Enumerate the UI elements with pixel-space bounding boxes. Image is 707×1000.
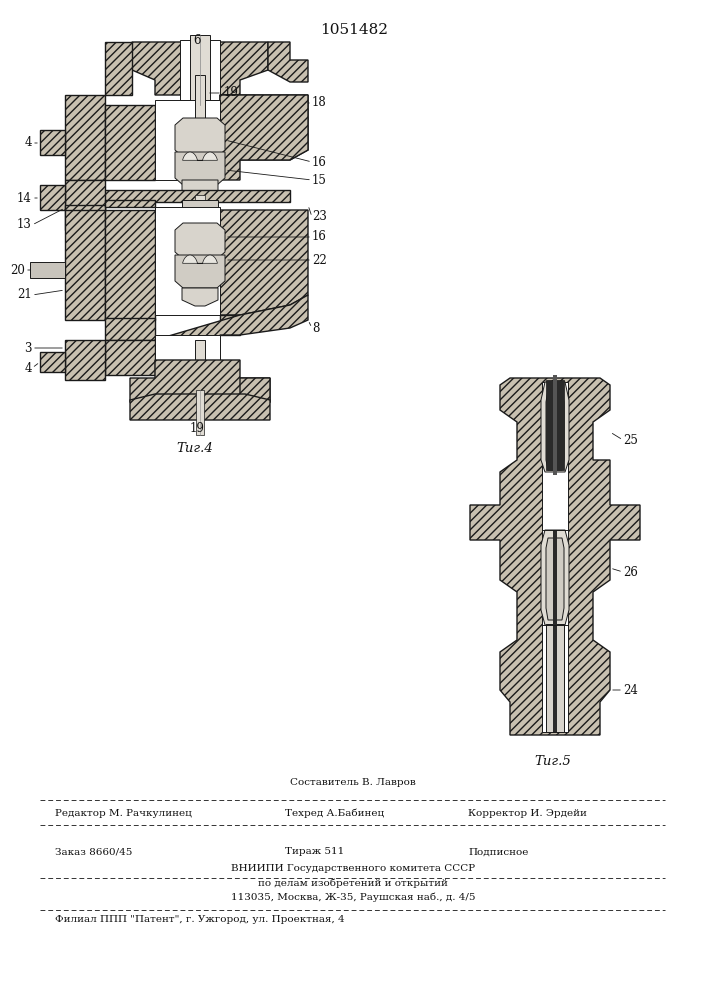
Text: 25: 25 [623, 434, 638, 446]
Bar [155, 335, 220, 375]
Polygon shape [65, 180, 105, 210]
Polygon shape [40, 352, 65, 372]
Polygon shape [130, 360, 270, 410]
Text: Редактор М. Рачкулинец: Редактор М. Рачкулинец [55, 808, 192, 818]
Polygon shape [182, 255, 218, 263]
Text: Корректор И. Эрдейи: Корректор И. Эрдейи [468, 808, 587, 818]
Polygon shape [40, 130, 65, 155]
Polygon shape [541, 382, 569, 472]
Polygon shape [175, 152, 225, 185]
Bar [190, 35, 210, 105]
Text: 24: 24 [623, 684, 638, 696]
Bar [553, 624, 557, 732]
Polygon shape [65, 95, 105, 180]
Text: 16: 16 [312, 231, 327, 243]
Polygon shape [541, 530, 569, 625]
Text: 16: 16 [312, 155, 327, 168]
Text: 19: 19 [189, 422, 204, 434]
Polygon shape [175, 118, 225, 157]
Polygon shape [546, 538, 564, 620]
Polygon shape [175, 223, 225, 259]
Polygon shape [220, 315, 240, 335]
Text: 14: 14 [17, 192, 32, 205]
Bar [155, 100, 220, 180]
Polygon shape [182, 180, 218, 198]
Polygon shape [132, 42, 268, 95]
Bar [195, 340, 205, 400]
Text: Тираж 511: Тираж 511 [285, 848, 344, 856]
Text: 22: 22 [312, 253, 327, 266]
Polygon shape [105, 340, 155, 375]
Text: Τиг.4: Τиг.4 [177, 442, 214, 455]
Text: 6: 6 [193, 33, 201, 46]
Text: 4: 4 [25, 136, 32, 149]
Text: 20: 20 [10, 263, 25, 276]
Bar [553, 377, 557, 475]
Text: ВНИИПИ Государственного комитета СССР: ВНИИПИ Государственного комитета СССР [231, 864, 475, 873]
Bar [546, 380, 564, 470]
Text: Подписное: Подписное [468, 848, 528, 856]
Polygon shape [240, 378, 270, 410]
Text: 8: 8 [312, 322, 320, 334]
Polygon shape [105, 318, 155, 340]
Polygon shape [546, 390, 564, 470]
Bar [180, 40, 220, 100]
Polygon shape [105, 200, 155, 207]
Bar [195, 195, 205, 210]
Polygon shape [30, 262, 65, 278]
Polygon shape [182, 200, 218, 210]
Text: 113035, Москва, Ж-35, Раушская наб., д. 4/5: 113035, Москва, Ж-35, Раушская наб., д. … [230, 892, 475, 902]
Polygon shape [155, 295, 308, 360]
Polygon shape [65, 210, 105, 320]
Text: 21: 21 [17, 288, 32, 302]
Text: по делам изобретений и открытий: по делам изобретений и открытий [258, 878, 448, 888]
Bar [155, 207, 220, 315]
Polygon shape [470, 378, 640, 735]
Polygon shape [130, 394, 270, 420]
Bar [553, 530, 557, 625]
Polygon shape [105, 105, 155, 180]
Text: 13: 13 [17, 219, 32, 232]
Bar [553, 375, 557, 475]
Text: Составитель В. Лавров: Составитель В. Лавров [290, 778, 416, 787]
Text: 26: 26 [623, 566, 638, 578]
Text: 15: 15 [312, 174, 327, 186]
Polygon shape [220, 210, 308, 315]
Polygon shape [182, 288, 218, 306]
Text: 1051482: 1051482 [320, 23, 388, 37]
Text: 3: 3 [25, 342, 32, 355]
Polygon shape [65, 205, 105, 230]
Text: Техред А.Бабинец: Техред А.Бабинец [285, 808, 384, 818]
Polygon shape [220, 95, 308, 180]
Text: 18: 18 [312, 97, 327, 109]
Text: 23: 23 [312, 211, 327, 224]
Polygon shape [65, 340, 105, 380]
Polygon shape [220, 95, 308, 160]
Text: Заказ 8660/45: Заказ 8660/45 [55, 848, 132, 856]
Text: 4: 4 [25, 361, 32, 374]
Polygon shape [105, 42, 132, 95]
Polygon shape [65, 190, 290, 210]
Text: Филиал ППП "Патент", г. Ужгород, ул. Проектная, 4: Филиал ППП "Патент", г. Ужгород, ул. Про… [55, 916, 344, 924]
Polygon shape [105, 210, 155, 320]
Bar [196, 390, 204, 435]
Bar [542, 382, 568, 732]
Bar [546, 624, 564, 732]
Text: 19: 19 [224, 87, 239, 100]
Polygon shape [268, 42, 308, 82]
Bar [195, 75, 205, 245]
Polygon shape [175, 255, 225, 288]
Text: Τиг.5: Τиг.5 [534, 755, 571, 768]
Polygon shape [182, 152, 218, 160]
Polygon shape [40, 185, 65, 210]
